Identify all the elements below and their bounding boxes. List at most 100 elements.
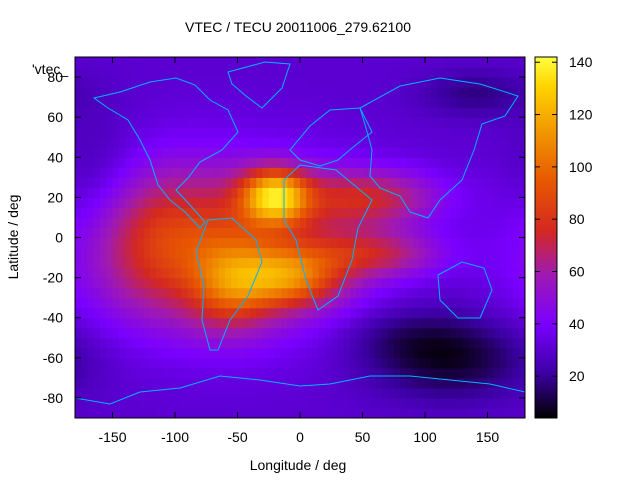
heatmap-cell xyxy=(393,197,401,209)
heatmap-cell xyxy=(418,117,426,128)
heatmap-cell xyxy=(406,97,414,108)
heatmap-cell xyxy=(143,347,151,359)
heatmap-cell xyxy=(512,167,520,178)
heatmap-cell xyxy=(168,217,176,229)
heatmap-cell xyxy=(275,117,282,128)
heatmap-cell xyxy=(400,407,407,418)
heatmap-cell xyxy=(281,177,289,188)
heatmap-cell xyxy=(318,197,326,209)
heatmap-cell xyxy=(468,97,476,108)
heatmap-cell xyxy=(337,137,345,148)
heatmap-cell xyxy=(87,277,95,289)
heatmap-cell xyxy=(362,107,370,118)
heatmap-cell xyxy=(256,127,264,138)
heatmap-cell xyxy=(312,377,320,389)
heatmap-cell xyxy=(443,227,451,239)
heatmap-cell xyxy=(387,177,395,188)
heatmap-cell xyxy=(368,237,376,249)
heatmap-cell xyxy=(143,197,151,209)
heatmap-cell xyxy=(250,167,257,178)
heatmap-cell xyxy=(306,367,314,379)
heatmap-cell xyxy=(475,307,482,319)
heatmap-cell xyxy=(100,177,107,188)
heatmap-cell xyxy=(381,327,389,339)
heatmap-cell xyxy=(187,317,195,329)
heatmap-cell xyxy=(125,157,132,168)
heatmap-cell xyxy=(443,157,451,168)
heatmap-cell xyxy=(368,317,376,329)
heatmap-cell xyxy=(368,357,376,369)
heatmap-cell xyxy=(306,357,314,369)
coastline-overlay xyxy=(75,61,525,405)
heatmap-cell xyxy=(368,247,376,259)
heatmap-cell xyxy=(75,367,82,379)
heatmap-cell xyxy=(350,207,357,219)
heatmap-cell xyxy=(368,327,376,339)
heatmap-cell xyxy=(375,237,382,249)
heatmap-cell xyxy=(237,57,245,68)
heatmap-cell xyxy=(500,147,507,158)
heatmap-cell xyxy=(187,177,195,188)
heatmap-cell xyxy=(400,157,407,168)
heatmap-cell xyxy=(306,227,314,239)
heatmap-cell xyxy=(87,217,95,229)
heatmap-cell xyxy=(487,357,495,369)
heatmap-cell xyxy=(81,137,89,148)
heatmap-cell xyxy=(206,257,214,269)
heatmap-cell xyxy=(137,87,145,98)
heatmap-cell xyxy=(143,267,151,279)
heatmap-cell xyxy=(500,407,507,418)
heatmap-cell xyxy=(181,397,189,409)
heatmap-cell xyxy=(237,137,245,148)
heatmap-cell xyxy=(293,267,301,279)
heatmap-cell xyxy=(206,337,214,349)
heatmap-cell xyxy=(106,67,114,78)
heatmap-cell xyxy=(150,127,157,138)
heatmap-cell xyxy=(93,357,101,369)
heatmap-cell xyxy=(75,347,82,359)
heatmap-cell xyxy=(175,137,182,148)
heatmap-cell xyxy=(468,197,476,209)
heatmap-cell xyxy=(475,227,482,239)
heatmap-cell xyxy=(200,327,207,339)
heatmap-cell xyxy=(418,57,426,68)
heatmap-cell xyxy=(450,147,457,158)
heatmap-cell xyxy=(362,137,370,148)
heatmap-cell xyxy=(125,367,132,379)
heatmap-cell xyxy=(87,67,95,78)
heatmap-cell xyxy=(312,317,320,329)
heatmap-cell xyxy=(331,147,339,158)
heatmap-cell xyxy=(200,187,207,198)
heatmap-cell xyxy=(481,167,489,178)
heatmap-cell xyxy=(156,117,164,128)
heatmap-cell xyxy=(493,287,501,299)
heatmap-cell xyxy=(293,357,301,369)
heatmap-cell xyxy=(156,307,164,319)
heatmap-cell xyxy=(506,127,514,138)
heatmap-cell xyxy=(112,337,120,349)
heatmap-cell xyxy=(87,177,95,188)
heatmap-cell xyxy=(200,197,207,209)
heatmap-cell xyxy=(93,287,101,299)
heatmap-cell xyxy=(450,137,457,148)
heatmap-cell xyxy=(243,147,251,158)
heatmap-cell xyxy=(325,327,332,339)
heatmap-cell xyxy=(143,187,151,198)
heatmap-cell xyxy=(387,147,395,158)
heatmap-cell xyxy=(268,317,276,329)
heatmap-cell xyxy=(212,377,220,389)
heatmap-cell xyxy=(306,387,314,399)
heatmap-cell xyxy=(162,147,170,158)
heatmap-cell xyxy=(506,277,514,289)
heatmap-cell xyxy=(225,107,232,118)
heatmap-cell xyxy=(212,117,220,128)
heatmap-cell xyxy=(325,307,332,319)
heatmap-cell xyxy=(293,177,301,188)
heatmap-cell xyxy=(156,217,164,229)
heatmap-cell xyxy=(87,227,95,239)
y-tick-label: 0 xyxy=(55,230,63,246)
heatmap-cell xyxy=(343,227,351,239)
heatmap-cell xyxy=(231,347,239,359)
heatmap-cell xyxy=(212,177,220,188)
heatmap-cell xyxy=(331,367,339,379)
